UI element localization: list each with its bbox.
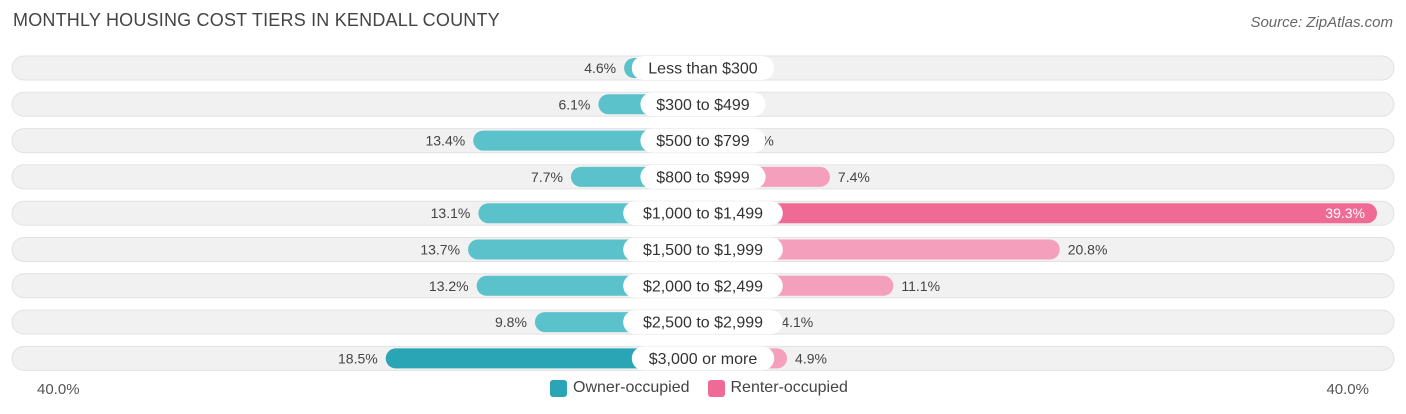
- renter-bar: [693, 203, 1377, 224]
- category-pill: [640, 92, 766, 117]
- owner-value-label: 7.7%: [531, 169, 563, 185]
- legend-label-owner: Owner-occupied: [573, 379, 690, 396]
- legend-item-owner: Owner-occupied: [550, 379, 690, 397]
- legend-swatch-owner: [550, 379, 567, 397]
- legend-label-renter: Renter-occupied: [730, 379, 848, 396]
- category-pill: [623, 237, 783, 262]
- axis-label-right: 40.0%: [1326, 381, 1369, 398]
- category-pill: [623, 310, 783, 335]
- owner-value-label: 13.2%: [429, 278, 469, 294]
- renter-value-label: 39.3%: [1325, 205, 1365, 221]
- owner-value-label: 9.8%: [495, 314, 527, 330]
- chart-title: MONTHLY HOUSING COST TIERS IN KENDALL CO…: [13, 10, 500, 30]
- category-label: $1,500 to $1,999: [643, 242, 763, 259]
- owner-value-label: 6.1%: [558, 96, 590, 112]
- category-label: $300 to $499: [656, 97, 750, 114]
- category-label: $1,000 to $1,499: [643, 206, 763, 223]
- category-label: $2,500 to $2,999: [643, 315, 763, 332]
- legend: Owner-occupied Renter-occupied: [550, 379, 866, 397]
- category-pill: [640, 164, 766, 189]
- owner-value-label: 13.4%: [425, 133, 465, 149]
- category-label: $800 to $999: [656, 169, 750, 186]
- renter-value-label: 7.4%: [838, 169, 870, 185]
- category-pill: [631, 56, 775, 80]
- chart-source: Source: ZipAtlas.com: [1250, 14, 1393, 31]
- category-label: $3,000 or more: [649, 351, 758, 368]
- category-label: Less than $300: [648, 61, 758, 78]
- axis-label-left: 40.0%: [37, 381, 80, 398]
- renter-bar: [693, 239, 1060, 260]
- legend-swatch-renter: [707, 379, 725, 397]
- category-pill: [623, 273, 783, 298]
- renter-value-label: 11.1%: [901, 278, 940, 294]
- category-pill: [631, 346, 775, 371]
- category-pill: [623, 201, 783, 226]
- owner-value-label: 13.7%: [420, 242, 460, 258]
- category-label: $500 to $799: [656, 133, 750, 150]
- legend-item-renter: Renter-occupied: [707, 379, 848, 397]
- owner-value-label: 4.6%: [584, 60, 616, 76]
- owner-bar: [385, 348, 713, 369]
- renter-value-label: 4.1%: [781, 314, 813, 330]
- renter-value-label: 4.9%: [795, 350, 827, 366]
- owner-value-label: 13.1%: [431, 205, 471, 221]
- renter-value-label: 20.8%: [1068, 242, 1108, 258]
- category-label: $2,000 to $2,499: [643, 278, 763, 295]
- category-pill: [640, 128, 766, 153]
- owner-value-label: 18.5%: [338, 350, 378, 366]
